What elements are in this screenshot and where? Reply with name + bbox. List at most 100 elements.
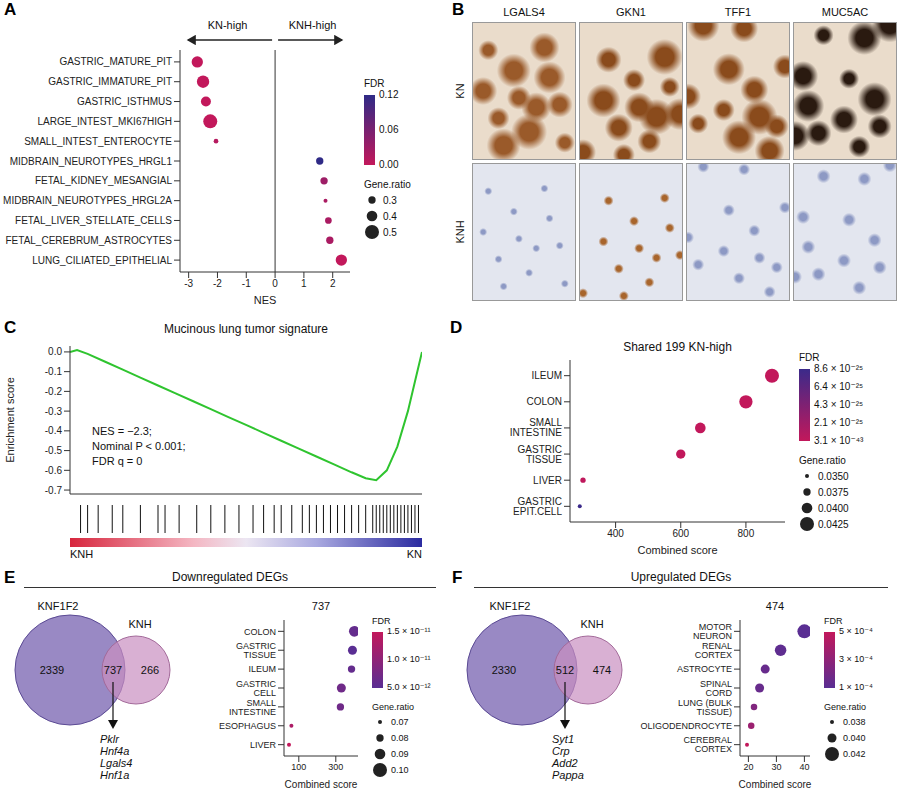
svg-text:-0.4: -0.4	[45, 425, 63, 436]
html-text:0.3: 0.3	[383, 194, 397, 206]
svg-text:FETAL_CEREBRUM_ASTROCYTES: FETAL_CEREBRUM_ASTROCYTES	[5, 235, 172, 246]
svg-text:Combined score: Combined score	[285, 779, 358, 790]
svg-text:LIVER: LIVER	[250, 740, 277, 750]
svg-text:SMALL_INTEST_ENTEROCYTE: SMALL_INTEST_ENTEROCYTE	[24, 136, 172, 147]
svg-text:SPINALCORD: SPINALCORD	[700, 679, 733, 698]
html-text:KNH: KNH	[70, 548, 94, 560]
html-text:KN: KN	[406, 548, 422, 560]
svg-text:GASTRICTISSUE: GASTRICTISSUE	[236, 641, 277, 660]
svg-text:LUNG (BULKTISSUE): LUNG (BULKTISSUE)	[678, 698, 732, 717]
svg-text:MIDBRAIN_NEUROTYPES_HRGL2A: MIDBRAIN_NEUROTYPES_HRGL2A	[3, 195, 172, 206]
svg-text:-0.2: -0.2	[45, 386, 63, 397]
html-text:A: A	[4, 0, 17, 19]
svg-text:0: 0	[272, 278, 278, 289]
svg-text:-0.1: -0.1	[45, 366, 63, 377]
svg-text:OLIGODENDROCYTE: OLIGODENDROCYTE	[640, 721, 732, 731]
svg-text:2330: 2330	[492, 664, 516, 676]
svg-text:0.0: 0.0	[48, 346, 62, 357]
svg-text:512: 512	[556, 664, 574, 676]
svg-text:Pappa: Pappa	[552, 769, 584, 781]
html-text:MUC5AC: MUC5AC	[821, 6, 869, 18]
svg-text:SMALLINTESTINE: SMALLINTESTINE	[229, 698, 276, 717]
svg-text:FETAL_KIDNEY_MESANGIAL: FETAL_KIDNEY_MESANGIAL	[35, 175, 173, 186]
svg-text:-1: -1	[242, 278, 251, 289]
html-text:B: B	[452, 0, 465, 19]
svg-text:474: 474	[593, 664, 611, 676]
svg-text:Hnf1a: Hnf1a	[100, 769, 129, 781]
svg-text:-0.7: -0.7	[45, 485, 63, 496]
svg-text:LUNG_CILIATED_EPITHELIAL: LUNG_CILIATED_EPITHELIAL	[32, 255, 172, 266]
svg-text:SMALLINTESTINE: SMALLINTESTINE	[510, 417, 563, 438]
svg-text:40: 40	[799, 762, 809, 772]
html-text:KNH: KNH	[454, 220, 466, 244]
svg-text:MOTORNEURON: MOTORNEURON	[693, 622, 733, 641]
svg-text:Add2: Add2	[551, 757, 578, 769]
svg-text:400: 400	[607, 528, 624, 539]
svg-text:Pklr: Pklr	[100, 733, 120, 745]
html-text:0.4: 0.4	[383, 210, 397, 222]
svg-text:GASTRICEPIT.CELL: GASTRICEPIT.CELL	[513, 496, 562, 517]
svg-text:KNF1F2: KNF1F2	[490, 600, 531, 612]
svg-text:-3: -3	[184, 278, 193, 289]
svg-text:ESOPHAGUS: ESOPHAGUS	[219, 721, 276, 731]
html-text:Nominal P < 0.001;: Nominal P < 0.001;	[92, 440, 186, 452]
svg-text:KN-high: KN-high	[208, 19, 248, 31]
svg-text:-0.3: -0.3	[45, 406, 63, 417]
html-text:Upregulated DEGs: Upregulated DEGs	[630, 570, 732, 584]
svg-text:KNH-high: KNH-high	[289, 19, 337, 31]
svg-text:COLON: COLON	[244, 627, 276, 637]
svg-text:ILEUM: ILEUM	[248, 664, 276, 674]
svg-text:LIVER: LIVER	[533, 475, 562, 486]
html-text:FDR q = 0: FDR q = 0	[92, 455, 143, 467]
svg-text:GASTRIC_MATURE_PIT: GASTRIC_MATURE_PIT	[59, 56, 172, 67]
html-text:C: C	[4, 318, 17, 337]
html-text:Shared 199 KN-high: Shared 199 KN-high	[623, 340, 732, 354]
html-text:Mucinous lung tumor signature: Mucinous lung tumor signature	[164, 322, 328, 336]
svg-text:2339: 2339	[40, 664, 64, 676]
svg-text:1: 1	[301, 278, 307, 289]
svg-text:COLON: COLON	[526, 396, 562, 407]
svg-text:2: 2	[330, 278, 336, 289]
svg-text:KNH: KNH	[580, 618, 603, 630]
svg-text:KNH: KNH	[128, 618, 151, 630]
svg-text:20: 20	[743, 762, 753, 772]
svg-text:FETAL_LIVER_STELLATE_CELLS: FETAL_LIVER_STELLATE_CELLS	[15, 215, 172, 226]
html-text:GKN1: GKN1	[616, 6, 646, 18]
svg-text:KNF1F2: KNF1F2	[38, 600, 79, 612]
svg-text:100: 100	[291, 762, 306, 772]
html-text:LGALS4: LGALS4	[503, 6, 545, 18]
svg-text:600: 600	[672, 528, 689, 539]
svg-text:Syt1: Syt1	[552, 733, 574, 745]
svg-text:ASTROCYTE: ASTROCYTE	[677, 664, 732, 674]
svg-text:Hnf4a: Hnf4a	[100, 745, 129, 757]
svg-text:GASTRICCELL: GASTRICCELL	[236, 679, 277, 698]
svg-text:-2: -2	[213, 278, 222, 289]
html-text:Downregulated DEGs: Downregulated DEGs	[172, 570, 288, 584]
svg-text:GASTRIC_ISTHMUS: GASTRIC_ISTHMUS	[77, 96, 172, 107]
svg-text:Lgals4: Lgals4	[100, 757, 132, 769]
svg-text:Enrichment score: Enrichment score	[4, 377, 16, 463]
svg-text:LARGE_INTEST_MKI67HIGH: LARGE_INTEST_MKI67HIGH	[38, 116, 172, 127]
html-text:KN: KN	[454, 83, 466, 99]
svg-text:NES: NES	[254, 294, 277, 306]
svg-text:737: 737	[104, 664, 122, 676]
svg-text:RENALCORTEX: RENALCORTEX	[695, 641, 732, 660]
svg-text:CEREBRALCORTEX: CEREBRALCORTEX	[683, 735, 732, 754]
svg-text:ILEUM: ILEUM	[531, 370, 562, 381]
svg-text:GASTRIC_IMMATURE_PIT: GASTRIC_IMMATURE_PIT	[48, 76, 172, 87]
svg-text:-0.6: -0.6	[45, 465, 63, 476]
svg-text:-0.5: -0.5	[45, 445, 63, 456]
svg-text:Combined score: Combined score	[739, 779, 812, 790]
svg-text:300: 300	[328, 762, 343, 772]
svg-text:Combined score: Combined score	[637, 544, 717, 556]
html-text:D: D	[450, 318, 463, 337]
svg-text:MIDBRAIN_NEUROTYPES_HRGL1: MIDBRAIN_NEUROTYPES_HRGL1	[10, 156, 173, 167]
svg-text:30: 30	[771, 762, 781, 772]
svg-text:266: 266	[141, 664, 159, 676]
svg-text:800: 800	[738, 528, 755, 539]
html-text:TFF1: TFF1	[724, 6, 752, 18]
html-text:0.5: 0.5	[383, 226, 397, 238]
svg-text:GASTRICTISSUE: GASTRICTISSUE	[518, 444, 563, 465]
svg-text:Crp: Crp	[552, 745, 570, 757]
html-text:NES = −2.3;: NES = −2.3;	[92, 425, 152, 437]
